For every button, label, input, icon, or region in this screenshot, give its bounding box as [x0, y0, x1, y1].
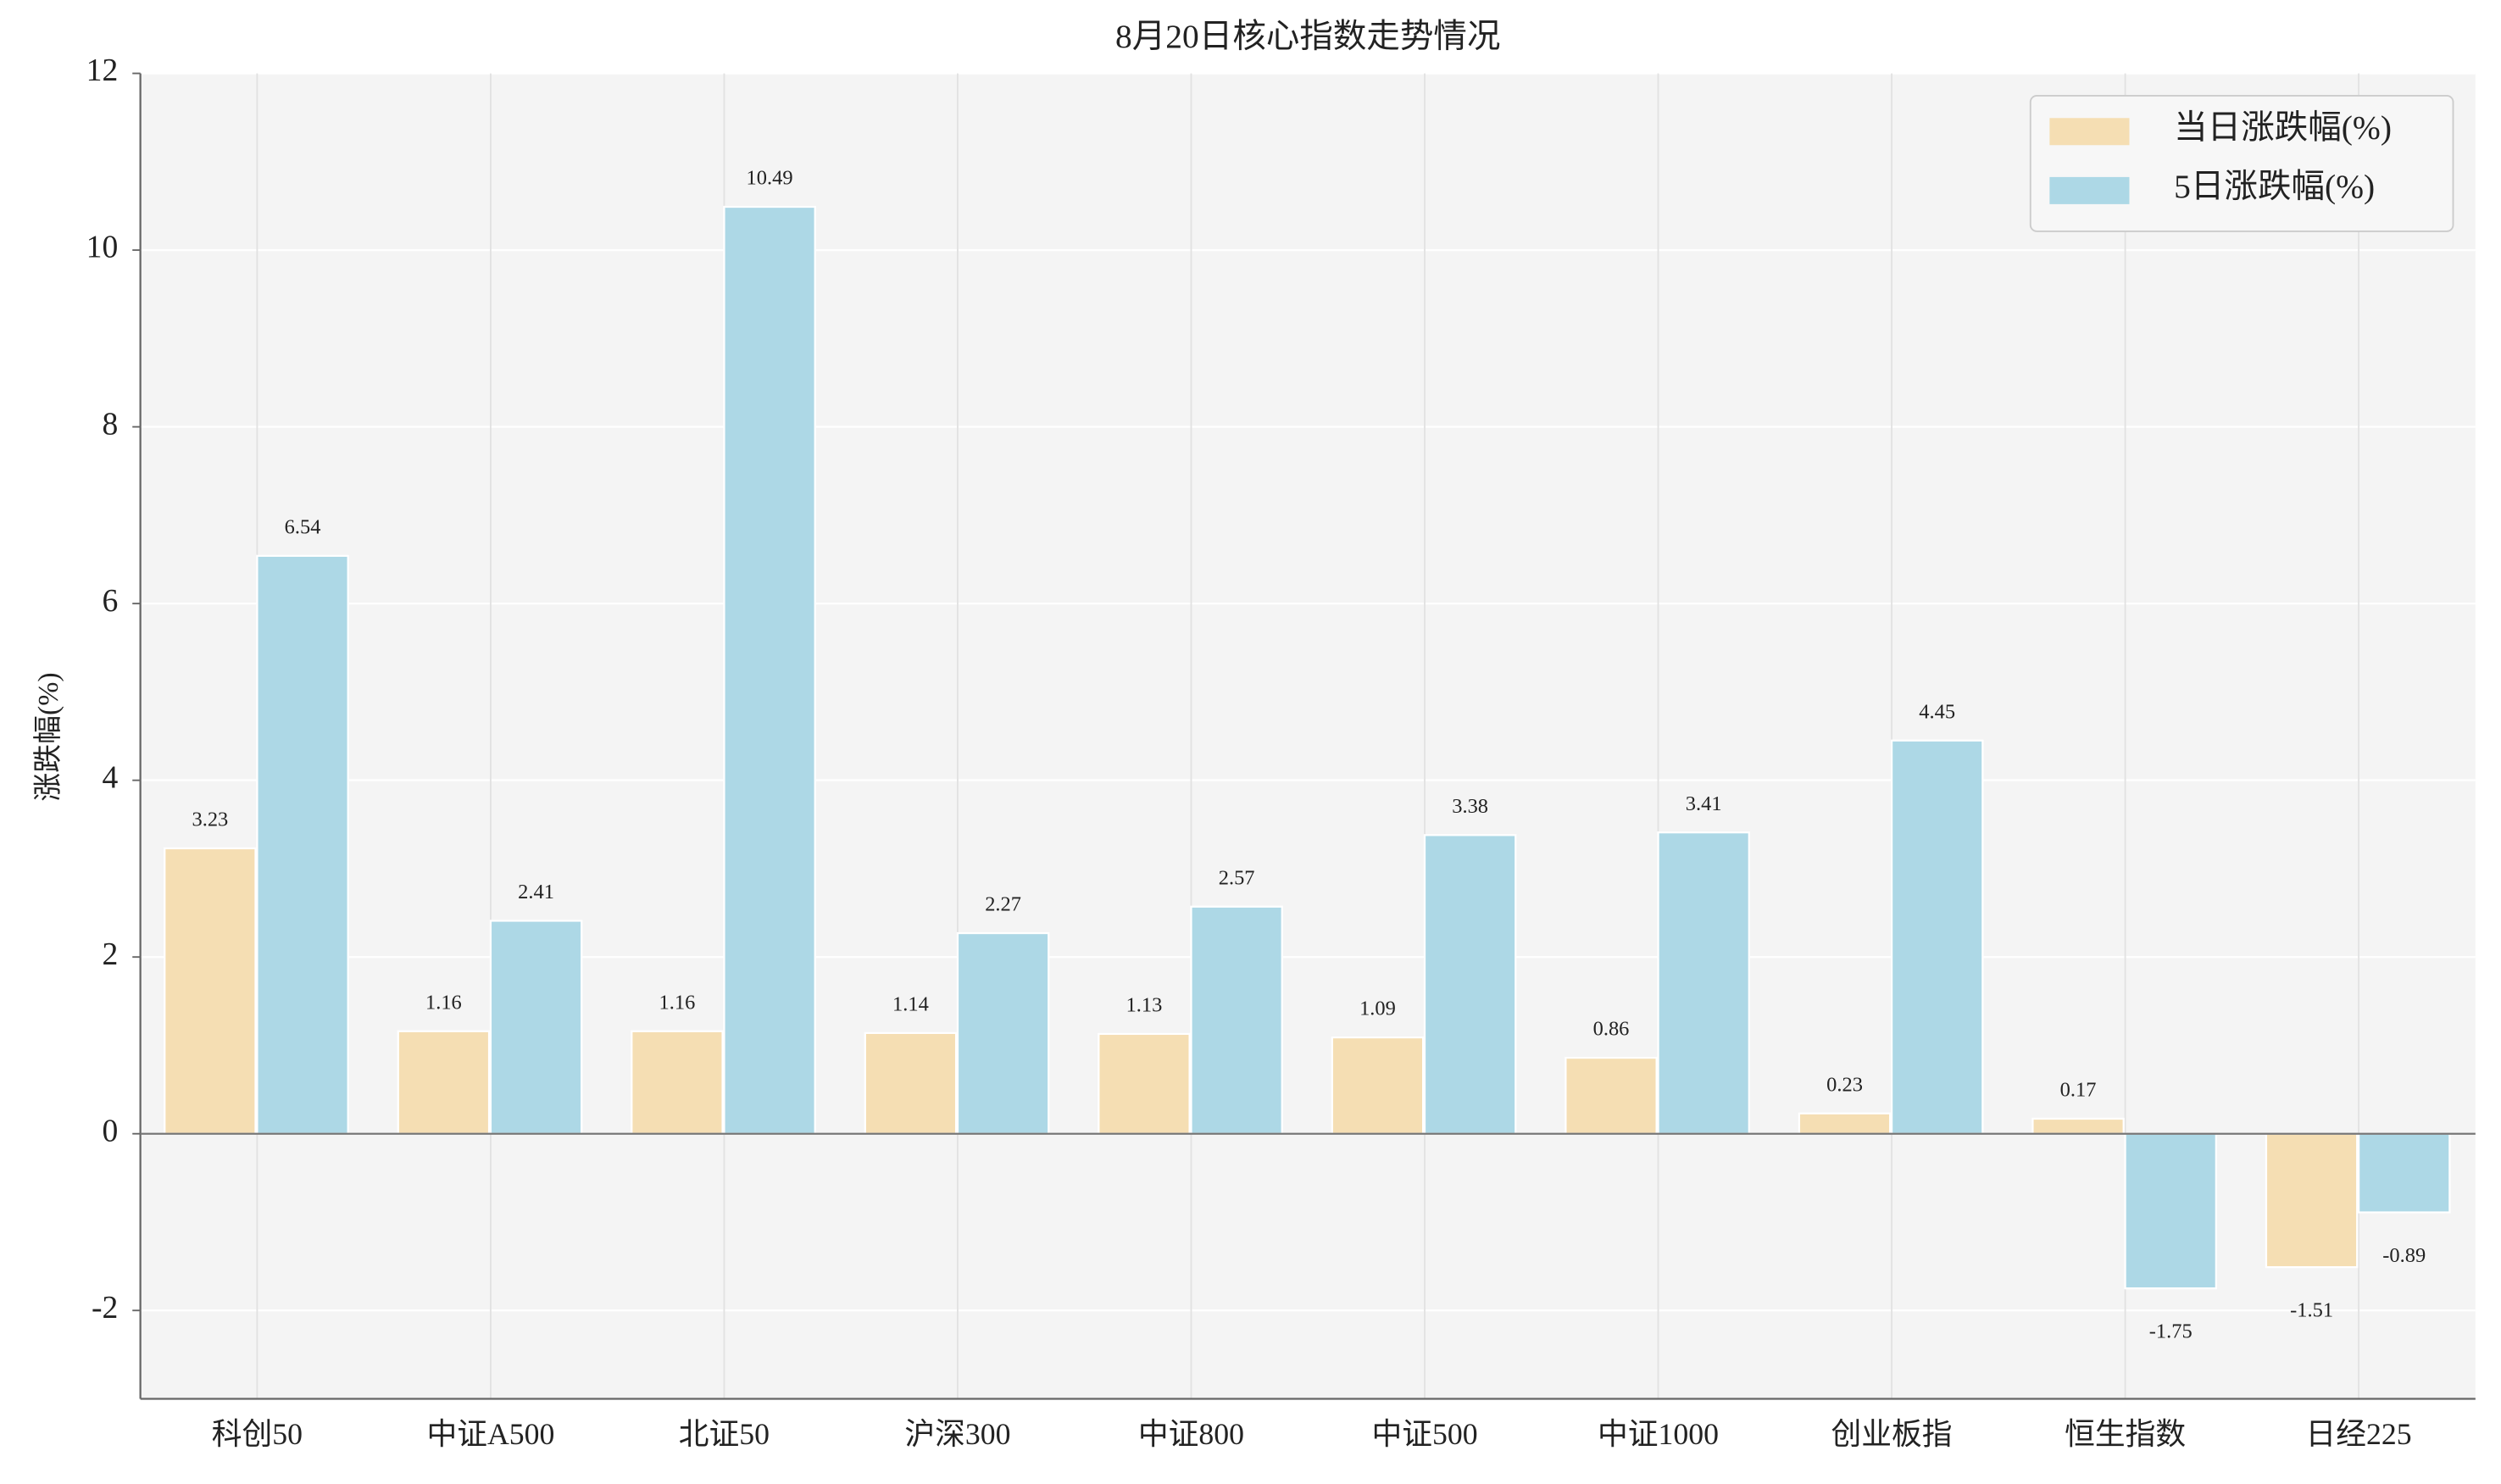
value-label: 1.13: [1126, 994, 1163, 1017]
y-tick-label: 12: [86, 53, 119, 88]
bar: [2031, 1117, 2125, 1135]
bar: [956, 931, 1050, 1135]
bar: [864, 1031, 958, 1135]
bar: [2357, 1132, 2451, 1214]
bar: [489, 920, 583, 1135]
y-tick-label: 8: [102, 406, 118, 442]
bar: [631, 1030, 724, 1135]
value-label: -1.75: [2149, 1320, 2193, 1342]
value-label: 3.41: [1686, 792, 1722, 815]
x-tick-label: 中证800: [1138, 1417, 1244, 1451]
value-label: 10.49: [747, 167, 793, 190]
value-label: -0.89: [2382, 1244, 2426, 1267]
bar: [1657, 831, 1750, 1135]
x-tick-label: 北证50: [679, 1417, 770, 1451]
value-label: 2.41: [518, 881, 554, 903]
legend-swatch: [2049, 176, 2130, 204]
x-tick-label: 中证1000: [1598, 1417, 1719, 1451]
bar: [1423, 834, 1517, 1135]
value-label: 3.38: [1452, 795, 1488, 818]
value-label: 0.23: [1826, 1073, 1863, 1096]
x-tick-label: 中证A500: [426, 1417, 554, 1451]
legend-label: 当日涨跌幅(%): [2174, 108, 2392, 146]
value-label: 2.57: [1219, 866, 1255, 889]
x-tick-label: 科创50: [212, 1417, 303, 1451]
bar: [1565, 1056, 1658, 1135]
value-label: 1.16: [425, 991, 462, 1014]
x-tick-label: 沪深300: [904, 1417, 1010, 1451]
y-tick-label: 0: [102, 1113, 118, 1148]
bar: [1331, 1036, 1425, 1135]
value-label: 6.54: [285, 515, 321, 538]
plot-area: [140, 73, 2476, 1399]
y-tick-label: -2: [92, 1290, 118, 1326]
value-label: 4.45: [1919, 700, 1955, 723]
y-tick-label: 6: [102, 583, 118, 619]
legend-swatch: [2049, 118, 2130, 146]
bar: [1890, 739, 1984, 1135]
x-tick-label: 创业板指: [1831, 1417, 1953, 1451]
x-tick-label: 恒生指数: [2065, 1417, 2186, 1451]
legend-box: [2029, 94, 2454, 232]
legend-label: 5日涨跌幅(%): [2174, 168, 2375, 205]
bar: [723, 205, 816, 1135]
chart-title: 8月20日核心指数走势情况: [1115, 18, 1500, 55]
value-label: -1.51: [2290, 1298, 2333, 1321]
value-label: 0.17: [2060, 1079, 2097, 1102]
value-label: 1.14: [892, 992, 929, 1015]
bar: [1098, 1032, 1191, 1135]
value-label: 0.86: [1593, 1018, 1630, 1041]
y-tick-label: 10: [86, 230, 119, 265]
bar: [2124, 1132, 2217, 1290]
y-tick-label: 4: [102, 759, 118, 795]
value-label: 1.09: [1359, 998, 1396, 1020]
value-label: 3.23: [192, 809, 228, 831]
x-tick-label: 中证500: [1371, 1417, 1477, 1451]
bar: [1190, 905, 1283, 1135]
value-label: 2.27: [985, 893, 1021, 916]
value-label: 1.16: [659, 991, 696, 1014]
bar: [397, 1030, 491, 1135]
x-tick-label: 日经225: [2306, 1417, 2412, 1451]
bar: [164, 847, 257, 1135]
bar: [1798, 1112, 1892, 1135]
y-tick-label: 2: [102, 937, 118, 972]
bar: [256, 554, 349, 1135]
y-axis-label: 涨跌幅(%): [32, 672, 64, 801]
bar: [2265, 1132, 2359, 1269]
